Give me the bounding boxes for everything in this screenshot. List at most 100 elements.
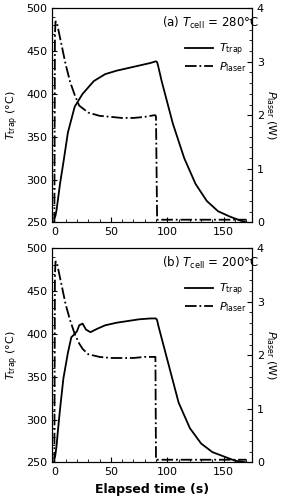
$T_{\mathrm{trap}}$ — [96, 326, 99, 332]
$T_{\mathrm{trap}}$ — [126, 318, 129, 324]
$T_{\mathrm{trap}}$ — [244, 220, 248, 226]
$T_{\mathrm{trap}}$ — [177, 400, 180, 406]
$P_{\mathrm{laser}}$ — [52, 220, 55, 226]
$P_{\mathrm{laser}}$ — [69, 318, 72, 324]
$T_{\mathrm{trap}}$ — [171, 121, 175, 127]
$P_{\mathrm{laser}}$ — [155, 456, 159, 462]
$P_{\mathrm{laser}}$ — [54, 18, 57, 24]
$P_{\mathrm{laser}}$ — [53, 32, 57, 38]
$T_{\mathrm{trap}}$ — [155, 59, 159, 65]
$T_{\mathrm{trap}}$ — [58, 406, 62, 412]
$P_{\mathrm{laser}}$ — [132, 355, 135, 361]
$T_{\mathrm{trap}}$ — [66, 350, 70, 356]
Line: $T_{\mathrm{trap}}$: $T_{\mathrm{trap}}$ — [54, 62, 246, 222]
$T_{\mathrm{trap}}$ — [160, 335, 163, 341]
$T_{\mathrm{trap}}$ — [53, 215, 56, 221]
$P_{\mathrm{laser}}$ — [143, 114, 146, 120]
$T_{\mathrm{trap}}$ — [194, 181, 197, 187]
$T_{\mathrm{trap}}$ — [53, 454, 57, 460]
$T_{\mathrm{trap}}$ — [233, 458, 237, 464]
$P_{\mathrm{laser}}$ — [109, 355, 113, 361]
$P_{\mathrm{laser}}$ — [78, 340, 81, 346]
$T_{\mathrm{trap}}$ — [166, 356, 169, 362]
$T_{\mathrm{trap}}$ — [154, 58, 158, 64]
$T_{\mathrm{trap}}$ — [188, 425, 191, 431]
$P_{\mathrm{laser}}$ — [55, 258, 58, 264]
$T_{\mathrm{trap}}$ — [103, 322, 107, 328]
$T_{\mathrm{trap}}$ — [199, 440, 203, 446]
$P_{\mathrm{laser}}$ — [60, 40, 63, 46]
$T_{\mathrm{trap}}$ — [154, 316, 158, 322]
$P_{\mathrm{laser}}$ — [154, 354, 157, 360]
Text: (b) $T_{\mathrm{cell}}$ = 200°C: (b) $T_{\mathrm{cell}}$ = 200°C — [162, 254, 259, 270]
$P_{\mathrm{laser}}$ — [132, 115, 135, 121]
Y-axis label: $P_{\mathrm{laser}}$ (W): $P_{\mathrm{laser}}$ (W) — [264, 90, 278, 140]
$T_{\mathrm{trap}}$ — [73, 104, 76, 110]
Y-axis label: $P_{\mathrm{laser}}$ (W): $P_{\mathrm{laser}}$ (W) — [264, 330, 278, 380]
$P_{\mathrm{laser}}$ — [73, 92, 76, 98]
$P_{\mathrm{laser}}$ — [73, 331, 76, 337]
$T_{\mathrm{trap}}$ — [182, 155, 186, 161]
$T_{\mathrm{trap}}$ — [62, 376, 65, 382]
$T_{\mathrm{trap}}$ — [137, 62, 141, 68]
$T_{\mathrm{trap}}$ — [55, 442, 58, 448]
$P_{\mathrm{laser}}$ — [157, 216, 160, 222]
$P_{\mathrm{laser}}$ — [157, 456, 160, 462]
$P_{\mathrm{laser}}$ — [64, 62, 67, 68]
$T_{\mathrm{trap}}$ — [228, 214, 231, 220]
$P_{\mathrm{laser}}$ — [53, 460, 56, 466]
$T_{\mathrm{trap}}$ — [81, 320, 84, 326]
$P_{\mathrm{laser}}$ — [155, 216, 159, 222]
$T_{\mathrm{trap}}$ — [75, 328, 79, 334]
$T_{\mathrm{trap}}$ — [56, 198, 60, 204]
$P_{\mathrm{laser}}$ — [55, 18, 58, 24]
$T_{\mathrm{trap}}$ — [205, 198, 208, 204]
$P_{\mathrm{laser}}$ — [120, 355, 124, 361]
$T_{\mathrm{trap}}$ — [149, 60, 152, 66]
$T_{\mathrm{trap}}$ — [166, 100, 169, 105]
$T_{\mathrm{trap}}$ — [92, 78, 96, 84]
$P_{\mathrm{laser}}$ — [244, 456, 248, 462]
$P_{\mathrm{laser}}$ — [60, 280, 63, 286]
$T_{\mathrm{trap}}$ — [216, 208, 220, 214]
$T_{\mathrm{trap}}$ — [157, 64, 160, 70]
$T_{\mathrm{trap}}$ — [56, 430, 60, 436]
$T_{\mathrm{trap}}$ — [62, 160, 65, 166]
$P_{\mathrm{laser}}$ — [81, 346, 84, 352]
Legend: $T_{\mathrm{trap}}$, $P_{\mathrm{laser}}$: $T_{\mathrm{trap}}$, $P_{\mathrm{laser}}… — [185, 282, 246, 314]
X-axis label: Elapsed time (s): Elapsed time (s) — [95, 483, 209, 496]
$P_{\mathrm{laser}}$ — [87, 110, 90, 116]
$T_{\mathrm{trap}}$ — [55, 206, 58, 212]
Text: (a) $T_{\mathrm{cell}}$ = 280°C: (a) $T_{\mathrm{cell}}$ = 280°C — [162, 14, 259, 30]
$P_{\mathrm{laser}}$ — [52, 460, 55, 466]
$T_{\mathrm{trap}}$ — [73, 331, 76, 337]
$P_{\mathrm{laser}}$ — [57, 270, 61, 276]
$P_{\mathrm{laser}}$ — [152, 354, 155, 360]
$P_{\mathrm{laser}}$ — [120, 115, 124, 121]
$T_{\mathrm{trap}}$ — [126, 65, 129, 71]
Line: $P_{\mathrm{laser}}$: $P_{\mathrm{laser}}$ — [53, 262, 246, 462]
$P_{\mathrm{laser}}$ — [152, 112, 155, 118]
$P_{\mathrm{laser}}$ — [109, 114, 113, 120]
$T_{\mathrm{trap}}$ — [244, 460, 248, 466]
$T_{\mathrm{trap}}$ — [115, 68, 118, 73]
$T_{\mathrm{trap}}$ — [149, 316, 152, 322]
$T_{\mathrm{trap}}$ — [157, 322, 160, 328]
$T_{\mathrm{trap}}$ — [54, 451, 57, 457]
$P_{\mathrm{laser}}$ — [87, 351, 90, 357]
$T_{\mathrm{trap}}$ — [89, 329, 92, 335]
Y-axis label: $T_{\mathrm{trap}}$ (°C): $T_{\mathrm{trap}}$ (°C) — [4, 330, 21, 380]
$P_{\mathrm{laser}}$ — [69, 79, 72, 85]
$T_{\mathrm{trap}}$ — [58, 181, 62, 187]
$T_{\mathrm{trap}}$ — [78, 322, 81, 328]
$T_{\mathrm{trap}}$ — [222, 454, 225, 460]
Legend: $T_{\mathrm{trap}}$, $P_{\mathrm{laser}}$: $T_{\mathrm{trap}}$, $P_{\mathrm{laser}}… — [185, 42, 246, 74]
$T_{\mathrm{trap}}$ — [137, 316, 141, 322]
$P_{\mathrm{laser}}$ — [64, 302, 67, 308]
Y-axis label: $T_{\mathrm{trap}}$ (°C): $T_{\mathrm{trap}}$ (°C) — [4, 90, 21, 140]
$P_{\mathrm{laser}}$ — [143, 354, 146, 360]
$T_{\mathrm{trap}}$ — [53, 214, 57, 220]
$T_{\mathrm{trap}}$ — [103, 71, 107, 77]
$T_{\mathrm{trap}}$ — [53, 455, 56, 461]
$T_{\mathrm{trap}}$ — [239, 218, 242, 224]
